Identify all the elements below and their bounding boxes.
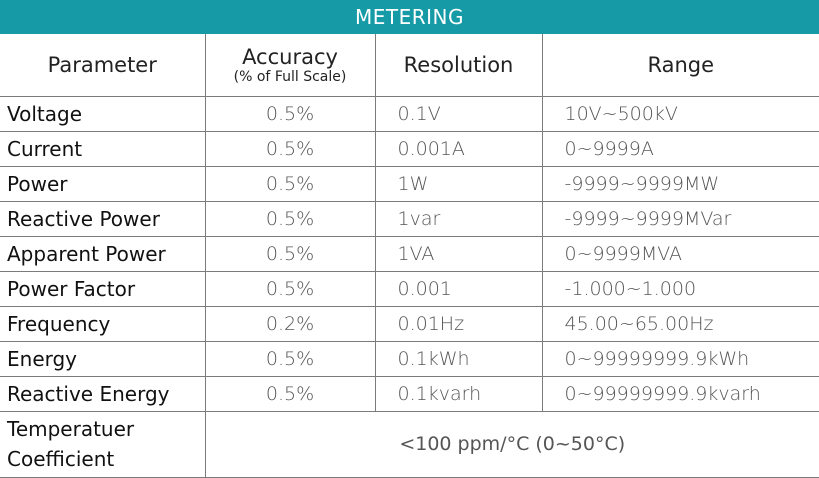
- range-cell: 0~99999999.9kWh: [541, 340, 819, 377]
- accuracy-cell: 0.5%: [204, 270, 376, 307]
- range-cell: 10V~500kV: [541, 95, 819, 132]
- parameter-cell: Voltage: [0, 95, 206, 132]
- parameter-cell: Energy: [0, 340, 206, 377]
- temperature-row: Temperatuer Coefficient <100 ppm/°C (0~5…: [0, 410, 819, 478]
- header-accuracy-subtitle: (% of Full Scale): [233, 68, 347, 85]
- resolution-cell: 1VA: [374, 235, 543, 272]
- accuracy-cell: 0.5%: [204, 95, 376, 132]
- header-resolution: Resolution: [374, 34, 543, 97]
- parameter-cell: Power Factor: [0, 270, 206, 307]
- parameter-cell: Power: [0, 165, 206, 202]
- accuracy-cell: 0.5%: [204, 375, 376, 412]
- table-row: Frequency 0.2% 0.01Hz 45.00~65.00Hz: [0, 305, 819, 342]
- table-row: Reactive Energy 0.5% 0.1kvarh 0~99999999…: [0, 375, 819, 412]
- header-parameter: Parameter: [0, 34, 206, 97]
- header-accuracy: Accuracy (% of Full Scale): [204, 34, 376, 97]
- table-row: Apparent Power 0.5% 1VA 0~9999MVA: [0, 235, 819, 272]
- range-cell: 0~9999A: [541, 130, 819, 167]
- accuracy-cell: 0.2%: [204, 305, 376, 342]
- range-cell: -9999~9999MW: [541, 165, 819, 202]
- table-row: Reactive Power 0.5% 1var -9999~9999MVar: [0, 200, 819, 237]
- table-title: METERING: [0, 0, 819, 34]
- table-row: Power Factor 0.5% 0.001 -1.000~1.000: [0, 270, 819, 307]
- resolution-cell: 1var: [374, 200, 543, 237]
- parameter-cell: Reactive Energy: [0, 375, 206, 412]
- resolution-cell: 1W: [374, 165, 543, 202]
- accuracy-cell: 0.5%: [204, 165, 376, 202]
- header-range: Range: [541, 34, 819, 97]
- metering-table: Parameter Accuracy (% of Full Scale) Res…: [0, 34, 819, 478]
- temperature-value-cell: <100 ppm/°C (0~50°C): [204, 410, 819, 478]
- header-row: Parameter Accuracy (% of Full Scale) Res…: [0, 34, 819, 97]
- range-cell: 45.00~65.00Hz: [541, 305, 819, 342]
- table-row: Voltage 0.5% 0.1V 10V~500kV: [0, 95, 819, 132]
- resolution-cell: 0.001A: [374, 130, 543, 167]
- accuracy-cell: 0.5%: [204, 130, 376, 167]
- temperature-label-line1: Temperatuer: [7, 417, 135, 441]
- accuracy-cell: 0.5%: [204, 340, 376, 377]
- parameter-cell: Apparent Power: [0, 235, 206, 272]
- parameter-cell: Current: [0, 130, 206, 167]
- parameter-cell: Reactive Power: [0, 200, 206, 237]
- resolution-cell: 0.01Hz: [374, 305, 543, 342]
- resolution-cell: 0.001: [374, 270, 543, 307]
- temperature-label-cell: Temperatuer Coefficient: [0, 410, 206, 478]
- header-accuracy-label: Accuracy: [242, 44, 338, 69]
- table-row: Current 0.5% 0.001A 0~9999A: [0, 130, 819, 167]
- table-row: Energy 0.5% 0.1kWh 0~99999999.9kWh: [0, 340, 819, 377]
- resolution-cell: 0.1kWh: [374, 340, 543, 377]
- range-cell: 0~99999999.9kvarh: [541, 375, 819, 412]
- parameter-cell: Frequency: [0, 305, 206, 342]
- resolution-cell: 0.1V: [374, 95, 543, 132]
- range-cell: 0~9999MVA: [541, 235, 819, 272]
- table-row: Power 0.5% 1W -9999~9999MW: [0, 165, 819, 202]
- resolution-cell: 0.1kvarh: [374, 375, 543, 412]
- range-cell: -1.000~1.000: [541, 270, 819, 307]
- temperature-label-line2: Coefficient: [7, 447, 115, 471]
- range-cell: -9999~9999MVar: [541, 200, 819, 237]
- accuracy-cell: 0.5%: [204, 200, 376, 237]
- accuracy-cell: 0.5%: [204, 235, 376, 272]
